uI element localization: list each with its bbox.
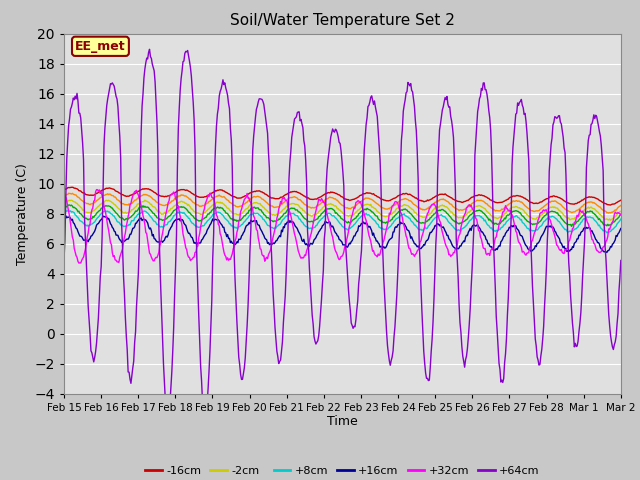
Line: +64cm: +64cm <box>64 49 621 416</box>
Line: +16cm: +16cm <box>64 216 621 252</box>
-2cm <box>433 204 440 210</box>
Legend: -16cm, -8cm, -2cm, +2cm, +8cm, +16cm, +32cm, +64cm: -16cm, -8cm, -2cm, +2cm, +8cm, +16cm, +3… <box>141 462 544 480</box>
Line: +8cm: +8cm <box>64 210 621 233</box>
-8cm <box>617 203 625 208</box>
+8cm <box>433 215 440 220</box>
+32cm <box>480 246 488 252</box>
-2cm <box>607 217 614 223</box>
+32cm <box>75 260 83 266</box>
+16cm <box>603 250 611 255</box>
+64cm <box>205 369 213 374</box>
+16cm <box>204 226 212 231</box>
+8cm <box>617 216 625 222</box>
+2cm <box>568 224 575 229</box>
+64cm <box>617 258 625 264</box>
Line: -16cm: -16cm <box>64 187 621 205</box>
+16cm <box>433 221 440 227</box>
+64cm <box>146 47 154 52</box>
-8cm <box>65 191 72 196</box>
+16cm <box>480 232 488 238</box>
-2cm <box>389 210 397 216</box>
-8cm <box>313 203 321 209</box>
+64cm <box>314 338 322 344</box>
-16cm <box>68 184 76 190</box>
-8cm <box>204 200 212 206</box>
+8cm <box>65 207 72 213</box>
+16cm <box>159 238 167 244</box>
+32cm <box>60 185 68 191</box>
-8cm <box>159 203 167 208</box>
Line: -8cm: -8cm <box>64 193 621 213</box>
Title: Soil/Water Temperature Set 2: Soil/Water Temperature Set 2 <box>230 13 455 28</box>
-2cm <box>313 211 321 216</box>
+64cm <box>434 168 442 173</box>
+2cm <box>60 204 68 210</box>
+8cm <box>389 220 397 226</box>
+2cm <box>617 212 625 217</box>
X-axis label: Time: Time <box>327 415 358 429</box>
Text: EE_met: EE_met <box>75 40 126 53</box>
+64cm <box>60 257 68 263</box>
+2cm <box>480 211 488 216</box>
+8cm <box>159 224 167 229</box>
-16cm <box>480 193 488 199</box>
+8cm <box>313 223 321 228</box>
-2cm <box>617 208 625 214</box>
-16cm <box>433 193 440 199</box>
+16cm <box>62 213 70 219</box>
+64cm <box>390 334 398 340</box>
+8cm <box>60 210 68 216</box>
-2cm <box>480 205 488 211</box>
+64cm <box>481 87 489 93</box>
-16cm <box>389 196 397 202</box>
+16cm <box>617 226 625 231</box>
+8cm <box>204 217 212 223</box>
Line: +2cm: +2cm <box>64 205 621 227</box>
-2cm <box>60 200 68 206</box>
+2cm <box>389 215 397 220</box>
+2cm <box>159 217 167 223</box>
-2cm <box>204 206 212 212</box>
+32cm <box>433 209 440 215</box>
+32cm <box>389 203 397 208</box>
+16cm <box>389 229 397 235</box>
Y-axis label: Temperature (C): Temperature (C) <box>16 163 29 264</box>
-2cm <box>141 197 148 203</box>
+8cm <box>603 230 611 236</box>
+2cm <box>313 216 321 222</box>
+32cm <box>313 204 321 209</box>
+2cm <box>433 208 440 214</box>
Line: -2cm: -2cm <box>64 200 621 220</box>
+64cm <box>159 360 167 366</box>
+16cm <box>60 215 68 221</box>
+64cm <box>202 413 209 419</box>
-16cm <box>313 196 321 202</box>
-16cm <box>617 197 625 203</box>
-8cm <box>433 198 440 204</box>
-8cm <box>389 204 397 209</box>
-16cm <box>204 193 212 199</box>
-16cm <box>607 202 614 208</box>
-8cm <box>605 210 612 216</box>
-8cm <box>60 193 68 199</box>
+16cm <box>313 232 321 238</box>
+8cm <box>480 218 488 224</box>
-16cm <box>159 193 167 199</box>
+2cm <box>66 202 74 208</box>
-2cm <box>159 211 167 217</box>
+32cm <box>204 192 212 198</box>
+32cm <box>617 212 625 218</box>
-8cm <box>480 199 488 205</box>
+32cm <box>159 225 167 231</box>
Line: +32cm: +32cm <box>64 188 621 263</box>
-16cm <box>60 187 68 193</box>
+2cm <box>204 211 212 216</box>
